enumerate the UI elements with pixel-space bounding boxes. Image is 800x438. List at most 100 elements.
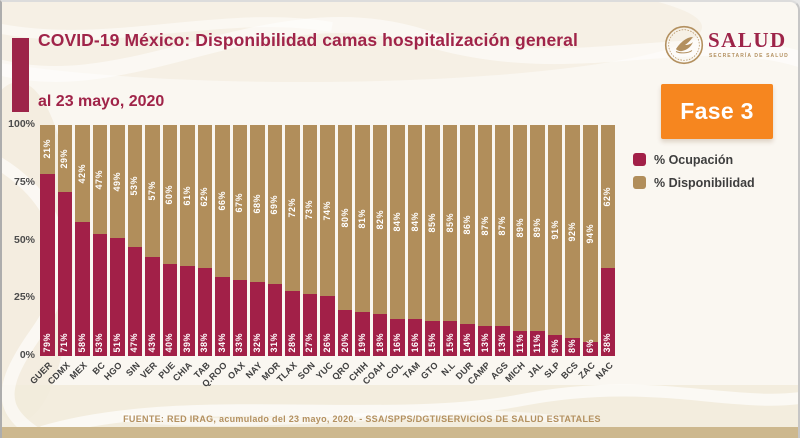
x-axis-label: SLP <box>542 360 563 380</box>
segment-ocupacion: 16% <box>407 319 423 356</box>
salud-logo: SALUD SECRETARÍA DE SALUD <box>664 24 794 68</box>
bar-hgo: 49% 51% HGO <box>102 125 125 382</box>
value-label-ocupacion: 15% <box>427 333 438 353</box>
value-label-disponibilidad: 72% <box>286 198 297 218</box>
value-label-ocupacion: 31% <box>269 333 280 353</box>
segment-disponibilidad: 81% <box>355 125 370 313</box>
segment-ocupacion: 39% <box>180 265 195 356</box>
segment-ocupacion: 32% <box>250 282 265 356</box>
x-axis-label: SON <box>295 360 318 382</box>
x-axis-label: YUC <box>313 360 335 381</box>
value-label-ocupacion: 15% <box>444 333 455 353</box>
segment-ocupacion: 38% <box>197 268 213 356</box>
value-label-ocupacion: 9% <box>549 338 560 353</box>
bar-nac: 62% 38% NAC <box>594 125 616 381</box>
segment-ocupacion: 58% <box>75 222 90 356</box>
segment-ocupacion: 51% <box>110 238 125 356</box>
value-label-ocupacion: 11% <box>514 333 525 353</box>
value-label-disponibilidad: 80% <box>339 207 350 228</box>
segment-ocupacion: 34% <box>215 277 230 356</box>
bar-tam: 84% 16% TAM <box>401 125 423 381</box>
value-label-ocupacion: 20% <box>339 333 350 353</box>
segment-ocupacion: 9% <box>547 335 563 356</box>
x-axis-label: BCS <box>558 360 580 381</box>
x-axis-label: TAM <box>401 360 423 381</box>
bar-yuc: 74% 26% YUC <box>314 125 335 381</box>
segment-disponibilidad: 53% <box>127 125 143 248</box>
x-axis-label: NAC <box>593 360 615 382</box>
segment-disponibilidad: 82% <box>372 125 388 315</box>
value-label-disponibilidad: 92% <box>567 221 578 242</box>
phase-badge: Fase 3 <box>661 84 773 139</box>
value-label-ocupacion: 71% <box>59 333 70 353</box>
bar-coah: 82% 18% COAH <box>361 125 388 386</box>
bar-guer: 21% 79% GUER <box>28 125 55 386</box>
segment-disponibilidad: 57% <box>145 125 160 257</box>
segment-disponibilidad: 47% <box>92 125 108 234</box>
value-label-ocupacion: 16% <box>409 333 420 353</box>
segment-ocupacion: 19% <box>355 312 370 356</box>
value-label-ocupacion: 47% <box>129 333 140 353</box>
segment-disponibilidad: 61% <box>180 125 195 266</box>
segment-disponibilidad: 74% <box>320 125 335 296</box>
value-label-ocupacion: 16% <box>392 333 403 353</box>
segment-disponibilidad: 85% <box>442 125 458 322</box>
segment-disponibilidad: 92% <box>565 125 580 338</box>
legend-label-disponibilidad: % Disponibilidad <box>654 175 755 190</box>
value-label-ocupacion: 51% <box>111 333 122 353</box>
segment-ocupacion: 15% <box>442 321 458 356</box>
y-axis-tick: 25% <box>13 291 35 304</box>
value-label-disponibilidad: 89% <box>514 218 525 238</box>
bar-son: 73% 27% SON <box>296 125 318 381</box>
value-label-disponibilidad: 21% <box>41 139 52 159</box>
value-label-ocupacion: 38% <box>199 333 210 353</box>
value-label-ocupacion: 11% <box>532 333 543 353</box>
value-label-disponibilidad: 62% <box>602 186 613 207</box>
segment-disponibilidad: 21% <box>40 125 55 174</box>
bar-ags: 87% 13% AGS <box>488 125 510 381</box>
bar-ver: 57% 43% VER <box>139 125 160 381</box>
legend-item-disponibilidad: % Disponibilidad <box>633 171 755 194</box>
value-label-ocupacion: 40% <box>164 333 175 353</box>
segment-ocupacion: 13% <box>495 325 510 356</box>
x-axis-label: JAL <box>525 360 545 380</box>
bar-tab: 62% 38% TAB <box>192 125 213 380</box>
segment-ocupacion: 8% <box>565 337 580 356</box>
segment-ocupacion: 31% <box>267 284 283 356</box>
segment-ocupacion: 15% <box>425 321 440 356</box>
bar-tlax: 72% 28% TLAX <box>275 125 300 384</box>
bottom-decorative-strip <box>2 427 798 438</box>
value-label-ocupacion: 18% <box>374 333 385 353</box>
segment-ocupacion: 53% <box>92 233 108 356</box>
legend-swatch-ocupacion <box>633 153 646 166</box>
value-label-disponibilidad: 42% <box>76 163 87 184</box>
x-axis-label: SIN <box>123 360 142 379</box>
x-axis-label: CHIA <box>171 360 195 384</box>
segment-ocupacion: 14% <box>460 323 475 356</box>
x-axis-label: ZAC <box>576 360 598 381</box>
value-label-ocupacion: 6% <box>584 338 595 353</box>
legend-label-ocupacion: % Ocupación <box>654 152 734 167</box>
value-label-ocupacion: 28% <box>286 333 297 353</box>
segment-disponibilidad: 86% <box>460 125 475 324</box>
value-label-disponibilidad: 87% <box>497 215 508 236</box>
bar-nl: 85% 15% N.L <box>439 125 458 378</box>
segment-ocupacion: 20% <box>337 309 353 356</box>
bar-mor: 69% 31% MOR <box>260 125 283 382</box>
x-axis-label: COL <box>383 360 405 381</box>
value-label-ocupacion: 13% <box>479 333 490 353</box>
segment-disponibilidad: 91% <box>547 125 563 336</box>
value-label-ocupacion: 58% <box>76 333 87 353</box>
value-label-disponibilidad: 62% <box>199 186 210 207</box>
value-label-disponibilidad: 85% <box>444 213 455 233</box>
bar-gto: 85% 15% GTO <box>418 125 440 381</box>
value-label-ocupacion: 79% <box>41 333 52 353</box>
segment-disponibilidad: 67% <box>232 125 248 280</box>
bar-nay: 68% 32% NAY <box>244 125 265 380</box>
x-axis-label: MEX <box>68 360 90 382</box>
value-label-ocupacion: 39% <box>181 333 192 353</box>
value-label-disponibilidad: 82% <box>374 209 385 230</box>
value-label-disponibilidad: 53% <box>129 176 140 196</box>
bar-col: 84% 16% COL <box>384 125 405 381</box>
